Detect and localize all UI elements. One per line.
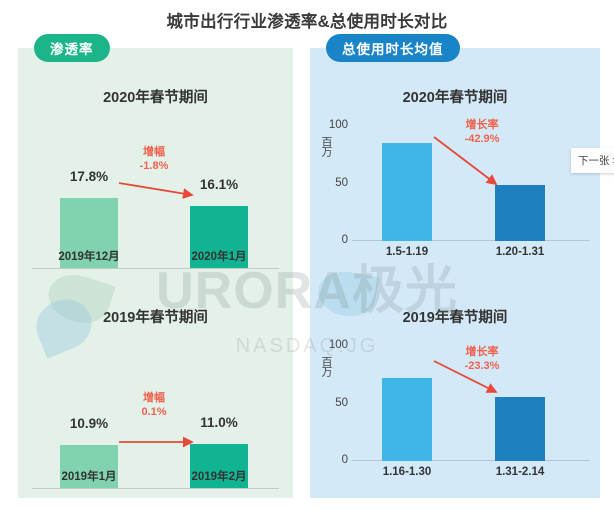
growth-label: 增幅	[143, 392, 165, 404]
bar-value-1: 11.0%	[200, 415, 238, 430]
growth-arrow-icon	[118, 182, 194, 199]
y-tick-50: 50	[335, 397, 348, 409]
bar-category-0: 1.16-1.30	[382, 466, 432, 478]
growth-label: 增幅	[143, 146, 165, 158]
axis-baseline	[32, 488, 279, 489]
y-axis-label: 百万	[320, 356, 332, 376]
bar-1[interactable]	[495, 397, 545, 461]
y-tick-100: 100	[328, 119, 348, 131]
next-image-tooltip[interactable]: 下一张 >	[571, 148, 614, 173]
bar-1[interactable]	[495, 185, 545, 241]
panel-penetration-rate: 渗透率 2020年春节期间 17.8% 2019年12月 16.1% 2020年…	[18, 34, 293, 498]
bar-category-1: 2019年2月	[191, 471, 247, 483]
growth-annotation: 增长率 -42.9%	[442, 119, 522, 147]
bar-category-0: 2019年1月	[61, 471, 117, 483]
y-tick-0: 0	[341, 234, 348, 246]
growth-arrow-icon	[433, 360, 498, 393]
axis-baseline	[352, 240, 590, 241]
page-title: 城市出行行业渗透率&总使用时长对比	[166, 13, 448, 31]
bar-0[interactable]	[60, 445, 118, 488]
plot-area: 17.8% 2019年12月 16.1% 2020年1月 增幅 -1.8%	[18, 114, 293, 269]
chart-duration-2020: 2020年春节期间 百万 100 50 0 1.5-1.19 1.20-1.31…	[310, 86, 600, 271]
bar-category-0: 1.5-1.19	[385, 246, 429, 258]
plot-area: 百万 100 50 0 1.16-1.30 1.31-2.14 增长率 -23.…	[310, 334, 600, 489]
growth-value: -23.3%	[464, 359, 500, 372]
bar-value-1: 16.1%	[199, 177, 239, 192]
growth-label: 增长率	[465, 119, 499, 131]
growth-annotation: 增幅 -1.8%	[114, 146, 194, 174]
growth-value: -42.9%	[464, 132, 500, 145]
bar-category-1: 2020年1月	[191, 251, 247, 263]
bar-1[interactable]	[190, 206, 248, 268]
bar-0[interactable]	[60, 198, 118, 268]
chart-title: 2019年春节期间	[402, 310, 508, 326]
y-tick-50: 50	[335, 177, 348, 189]
growth-arrow-icon	[119, 436, 194, 448]
plot-area: 10.9% 2019年1月 11.0% 2019年2月 增幅 0.1%	[18, 334, 293, 489]
growth-annotation: 增长率 -23.3%	[442, 346, 522, 374]
bar-value-0: 17.8%	[69, 169, 109, 184]
bar-0[interactable]	[382, 378, 432, 461]
growth-value: -1.8%	[139, 159, 169, 172]
bar-0[interactable]	[382, 143, 432, 241]
chart-penetration-2019: 2019年春节期间 10.9% 2019年1月 11.0% 2019年2月 增幅…	[18, 306, 293, 491]
panel-usage-duration: 总使用时长均值 2020年春节期间 百万 100 50 0 1.5-1.19 1…	[310, 34, 600, 498]
y-tick-0: 0	[341, 454, 348, 466]
y-axis-label: 百万	[320, 136, 332, 156]
chart-title: 2020年春节期间	[402, 90, 508, 106]
chart-title: 2020年春节期间	[103, 90, 208, 106]
bar-1[interactable]	[190, 444, 248, 488]
growth-label: 增长率	[465, 346, 499, 358]
badge-penetration-rate: 渗透率	[34, 34, 110, 62]
chart-title: 2019年春节期间	[103, 310, 208, 326]
growth-value: 0.1%	[141, 405, 167, 418]
bar-category-1: 1.20-1.31	[495, 246, 545, 258]
growth-annotation: 增幅 0.1%	[114, 392, 194, 420]
y-tick-100: 100	[328, 339, 348, 351]
chart-duration-2019: 2019年春节期间 百万 100 50 0 1.16-1.30 1.31-2.1…	[310, 306, 600, 491]
bar-category-0: 2019年12月	[58, 251, 120, 263]
badge-usage-duration: 总使用时长均值	[326, 34, 460, 62]
plot-area: 百万 100 50 0 1.5-1.19 1.20-1.31 增长率 -42.9…	[310, 114, 600, 269]
bar-value-0: 10.9%	[69, 416, 109, 431]
axis-baseline	[352, 460, 590, 461]
growth-arrow-icon	[433, 136, 498, 186]
axis-baseline	[32, 268, 279, 269]
chart-penetration-2020: 2020年春节期间 17.8% 2019年12月 16.1% 2020年1月 增…	[18, 86, 293, 271]
bar-category-1: 1.31-2.14	[495, 466, 545, 478]
